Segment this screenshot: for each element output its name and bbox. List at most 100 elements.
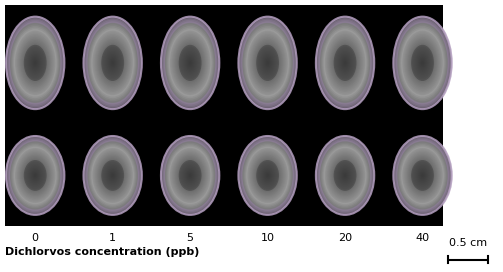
Ellipse shape — [35, 175, 36, 176]
Ellipse shape — [90, 26, 136, 100]
Ellipse shape — [322, 144, 368, 207]
Ellipse shape — [395, 139, 450, 212]
Ellipse shape — [19, 153, 52, 197]
Ellipse shape — [323, 145, 367, 206]
Ellipse shape — [418, 169, 427, 182]
Ellipse shape — [413, 48, 432, 78]
Ellipse shape — [241, 21, 294, 104]
Ellipse shape — [398, 24, 447, 101]
Ellipse shape — [259, 164, 276, 187]
Ellipse shape — [169, 147, 211, 204]
Ellipse shape — [28, 165, 43, 186]
Ellipse shape — [105, 51, 120, 75]
Ellipse shape — [345, 175, 346, 176]
Ellipse shape — [186, 56, 195, 70]
Ellipse shape — [25, 161, 46, 190]
Text: 0.5 cm: 0.5 cm — [449, 237, 487, 248]
Ellipse shape — [183, 51, 198, 75]
Ellipse shape — [344, 60, 347, 65]
Ellipse shape — [17, 151, 53, 200]
Ellipse shape — [179, 45, 202, 81]
Ellipse shape — [98, 156, 127, 195]
Ellipse shape — [339, 52, 352, 73]
Ellipse shape — [183, 165, 198, 186]
Ellipse shape — [172, 34, 208, 92]
Ellipse shape — [336, 48, 355, 78]
Ellipse shape — [29, 52, 42, 73]
Ellipse shape — [344, 173, 347, 178]
Ellipse shape — [250, 152, 285, 199]
Ellipse shape — [414, 50, 431, 76]
Ellipse shape — [257, 46, 278, 79]
Ellipse shape — [345, 62, 346, 64]
Ellipse shape — [89, 24, 137, 101]
Ellipse shape — [417, 54, 428, 72]
Ellipse shape — [420, 172, 425, 179]
Ellipse shape — [173, 152, 207, 199]
Ellipse shape — [247, 148, 288, 203]
Ellipse shape — [16, 32, 54, 94]
Ellipse shape — [91, 145, 135, 206]
Ellipse shape — [96, 35, 130, 90]
Ellipse shape — [246, 29, 289, 97]
Ellipse shape — [405, 35, 440, 90]
Ellipse shape — [267, 62, 268, 64]
Ellipse shape — [240, 20, 295, 106]
Ellipse shape — [189, 60, 192, 65]
Ellipse shape — [14, 147, 56, 204]
Ellipse shape — [333, 160, 357, 191]
Ellipse shape — [395, 20, 450, 106]
Ellipse shape — [249, 34, 286, 92]
Ellipse shape — [337, 164, 354, 187]
Ellipse shape — [170, 148, 210, 203]
Ellipse shape — [102, 161, 123, 190]
Ellipse shape — [22, 157, 49, 194]
Ellipse shape — [330, 40, 360, 86]
Ellipse shape — [102, 46, 123, 79]
Ellipse shape — [331, 42, 359, 84]
Ellipse shape — [173, 35, 207, 90]
Ellipse shape — [266, 173, 269, 178]
Ellipse shape — [26, 48, 45, 78]
Ellipse shape — [407, 155, 438, 196]
Text: 2500: 2500 — [254, 132, 282, 142]
Ellipse shape — [164, 140, 216, 211]
Ellipse shape — [13, 145, 57, 206]
Ellipse shape — [35, 62, 36, 64]
Ellipse shape — [266, 60, 269, 65]
Ellipse shape — [341, 56, 350, 70]
Ellipse shape — [93, 148, 133, 203]
Ellipse shape — [325, 31, 365, 95]
Text: 50: 50 — [28, 132, 42, 142]
Ellipse shape — [167, 26, 213, 100]
Ellipse shape — [177, 157, 204, 194]
Ellipse shape — [319, 140, 371, 211]
Ellipse shape — [19, 37, 52, 89]
Ellipse shape — [101, 160, 124, 191]
Ellipse shape — [98, 40, 127, 86]
Ellipse shape — [322, 26, 368, 100]
Ellipse shape — [249, 151, 286, 200]
Ellipse shape — [417, 168, 428, 183]
Ellipse shape — [94, 32, 132, 94]
Ellipse shape — [408, 40, 437, 86]
Ellipse shape — [10, 23, 60, 103]
Ellipse shape — [418, 56, 427, 70]
Ellipse shape — [327, 151, 363, 200]
Ellipse shape — [187, 171, 194, 180]
Ellipse shape — [171, 149, 209, 202]
Ellipse shape — [184, 52, 197, 73]
Ellipse shape — [263, 169, 272, 182]
Ellipse shape — [93, 31, 133, 95]
Ellipse shape — [17, 34, 53, 92]
Ellipse shape — [264, 57, 271, 69]
Ellipse shape — [22, 42, 49, 84]
Ellipse shape — [421, 60, 424, 65]
Ellipse shape — [340, 168, 351, 183]
Ellipse shape — [258, 48, 277, 78]
Ellipse shape — [338, 165, 353, 186]
Ellipse shape — [320, 141, 370, 209]
Ellipse shape — [107, 54, 118, 72]
Ellipse shape — [334, 161, 356, 190]
Ellipse shape — [239, 137, 296, 214]
